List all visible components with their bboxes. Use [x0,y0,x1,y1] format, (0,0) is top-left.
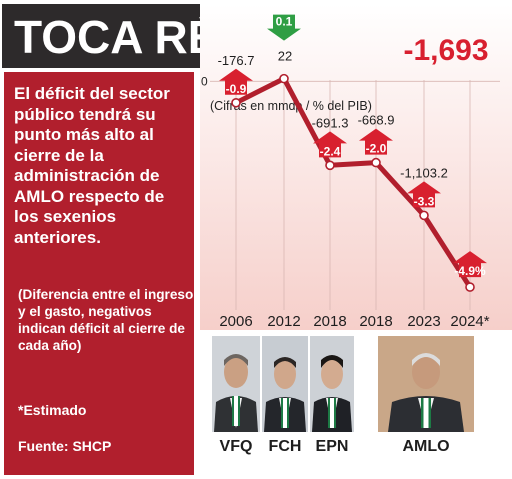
portrait-fch [262,336,308,432]
x-tick-label-3: 2018 [359,313,392,330]
source-note: Fuente: SHCP [18,438,112,454]
x-tick-label-0: 2006 [219,313,252,330]
x-tick-label-4: 2023 [407,313,440,330]
pib-label-1: 0.1 [276,15,293,29]
value-label-2: -691.3 [312,115,349,130]
portrait-vfq [212,336,260,432]
x-tick-label-2: 2018 [313,313,346,330]
baseline-label: 0 [201,74,208,88]
deficit-line-chart: (Cifras en mmdp / % del PIB) 0 -0.9 -176.… [201,14,500,330]
president-label-epn: EPN [315,438,349,455]
pib-label-3: -2.0 [366,142,387,156]
value-label-1: 22 [278,49,292,64]
pib-label-4: -3.3 [414,194,435,208]
value-label-0: -176.7 [218,53,255,68]
portrait-vfq-image [212,336,260,432]
data-point-5 [465,282,475,292]
president-label-amlo: AMLO [402,438,450,455]
pib-arrow-0 [219,68,253,95]
president-label-vfq: VFQ [219,438,253,455]
pib-label-2: -2.4 [320,144,341,158]
data-point-4 [419,210,429,221]
pib-label-0: -0.9 [226,82,247,96]
value-label-4: -1,103.2 [400,165,448,180]
data-point-1 [279,73,289,84]
pib-label-5: -4.9% [454,264,486,278]
pib-arrow-4 [407,181,441,208]
lead-text: El déficit del sector público tendrá su … [14,84,170,247]
chart-area: (Cifras en mmdp / % del PIB) 0 -0.9 -176.… [200,4,512,330]
estimate-note: *Estimado [18,402,87,418]
portrait-epn [310,336,354,432]
pib-arrow-1 [267,14,301,41]
pib-arrow-5 [453,251,487,278]
line-layer [233,76,473,290]
value-label-5: -1,693 [403,34,488,67]
data-point-0 [231,97,241,108]
data-point-3 [371,157,381,168]
portrait-epn-image [310,336,354,432]
series-line [233,76,473,290]
portrait-fch-image [262,336,308,432]
x-axis: 2006 2012 2018 2018 2023 2024* [219,313,489,330]
data-point-2 [325,160,335,171]
note-text: (Diferencia entre el ingreso y el gasto,… [18,287,194,353]
pib-arrow-2 [313,131,347,158]
president-label-fch: FCH [268,438,302,455]
portrait-amlo-image [378,336,474,432]
marks-layer: -0.9 -176.7 0.1 22 -2.4 -691.3 -2.0 -668.9 -3.3 -… [218,14,489,292]
side-panel: El déficit del sector público tendrá su … [4,72,194,475]
x-tick-label-5: 2024* [450,313,489,330]
value-label-3: -668.9 [358,113,395,128]
portrait-amlo [378,336,474,432]
pib-arrow-3 [359,128,393,155]
x-tick-label-1: 2012 [267,313,300,330]
units-label: (Cifras en mmdp / % del PIB) [210,99,372,113]
